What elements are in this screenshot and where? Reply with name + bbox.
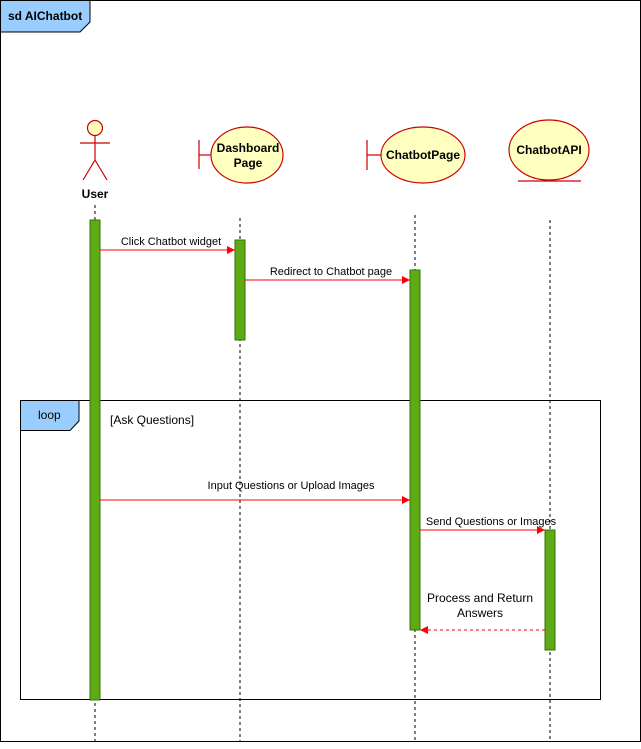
activations: [89, 219, 556, 701]
message-send-questions: Send Questions or Images: [420, 516, 557, 534]
actor-icon: [80, 119, 110, 181]
loop-tab: [20, 400, 80, 431]
message-process-return-answers: Process and Return Answers: [420, 591, 545, 634]
activation-user: [89, 219, 101, 701]
participant-user: User: [80, 119, 110, 201]
message-label: Send Questions or Images: [426, 516, 557, 528]
loop-border: [20, 400, 601, 700]
frame-title: sd AIChatbot: [8, 9, 82, 23]
activation-dashboard: [234, 239, 246, 341]
participant-label-dashboard-line2: Page: [234, 156, 263, 170]
message-redirect-to-chatbot-page: Redirect to Chatbot page: [245, 266, 410, 284]
message-click-chatbot-widget: Click Chatbot widget: [100, 236, 235, 254]
participant-dashboard: Dashboard Page: [198, 126, 284, 184]
message-label-line1: Process and Return: [427, 591, 533, 605]
participant-label-chatbotpage: ChatbotPage: [386, 148, 460, 162]
lifelines: [94, 205, 551, 742]
message-label: Redirect to Chatbot page: [270, 266, 392, 278]
message-label: Click Chatbot widget: [121, 236, 221, 248]
participant-chatbotpage: ChatbotPage: [366, 126, 466, 184]
loop-guard: [Ask Questions]: [110, 413, 194, 427]
message-input-questions: Input Questions or Upload Images: [100, 480, 410, 504]
message-label-line2: Answers: [457, 606, 503, 620]
participant-chatbotapi: ChatbotAPI: [508, 119, 590, 182]
loop-tag: loop: [38, 408, 61, 422]
activation-chatbotapi: [544, 529, 556, 651]
frame-tab: [0, 0, 91, 33]
entity-icon: [508, 119, 590, 182]
activation-chatbotpage: [409, 269, 421, 631]
messages: Click Chatbot widget Redirect to Chatbot…: [100, 236, 557, 634]
boundary-icon: [198, 126, 284, 184]
participant-label-dashboard-line1: Dashboard: [217, 141, 280, 155]
participant-label-user: User: [82, 187, 109, 201]
boundary-icon: [366, 126, 466, 184]
loop-fragment: loop [Ask Questions]: [20, 400, 601, 700]
message-label: Input Questions or Upload Images: [208, 480, 375, 492]
participant-label-chatbotapi: ChatbotAPI: [516, 143, 581, 157]
